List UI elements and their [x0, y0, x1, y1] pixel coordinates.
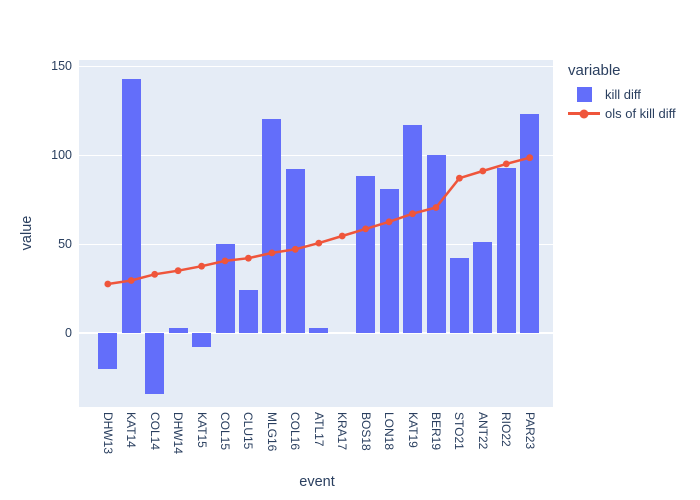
ols-marker-kra17[interactable]: [338, 232, 346, 240]
ols-marker-dhw14[interactable]: [174, 267, 182, 275]
y-axis-tick-label: 150: [51, 59, 72, 74]
x-axis-tick-label: BER19: [429, 412, 443, 451]
ols-trendline: [107, 156, 531, 286]
ols-line-layer: [104, 154, 534, 288]
y-axis-tick-label: 50: [58, 237, 72, 251]
bar-swatch-icon: [576, 87, 592, 102]
bar-col15[interactable]: [215, 244, 235, 333]
x-axis-tick-label: KAT14: [124, 412, 139, 448]
ols-marker-col14[interactable]: [151, 270, 159, 278]
ols-marker-col15[interactable]: [221, 257, 229, 265]
plot-area[interactable]: [79, 60, 553, 407]
legend-item-kill-diff[interactable]: kill diff: [566, 85, 676, 104]
ols-marker-col16[interactable]: [291, 245, 299, 253]
ols-marker-rio22[interactable]: [502, 160, 510, 168]
bar-mlg16[interactable]: [262, 119, 282, 333]
line-swatch-icon: [568, 109, 600, 118]
bar-ber19[interactable]: [426, 155, 446, 333]
legend-item-label: ols of kill diff: [605, 106, 676, 121]
line-marker-icon: [579, 109, 589, 118]
gridline: [79, 65, 553, 67]
y-axis-tick-label: 100: [51, 148, 72, 162]
bar-kat19[interactable]: [403, 124, 422, 333]
x-axis-tick-label: ANT22: [475, 412, 490, 450]
x-axis-tick-label: LON18: [382, 412, 397, 451]
y-axis-title: value: [19, 215, 35, 251]
bar-atl17[interactable]: [309, 327, 329, 333]
x-axis-tick-label: KRA17: [335, 412, 350, 451]
bar-col14[interactable]: [145, 333, 165, 394]
x-axis-tick-label: MLG16: [264, 412, 279, 452]
ols-marker-sto21[interactable]: [456, 174, 463, 182]
ols-marker-clu15[interactable]: [245, 254, 252, 262]
ols-marker-kat19[interactable]: [409, 210, 416, 218]
x-axis-tick-label: BOS18: [358, 412, 373, 451]
ols-marker-bos18[interactable]: [362, 225, 369, 233]
bar-rio22[interactable]: [496, 167, 516, 333]
bar-lon18[interactable]: [379, 188, 399, 333]
bar-dhw13[interactable]: [98, 333, 118, 369]
ols-marker-kat15[interactable]: [198, 262, 205, 270]
y-axis-tick-label: 0: [65, 326, 72, 340]
x-axis-tick-label: ATL17: [311, 412, 326, 447]
x-axis-tick-label: RIO22: [499, 412, 514, 447]
legend-item-ols-of-kill-diff[interactable]: ols of kill diff: [566, 104, 676, 123]
ols-marker-lon18[interactable]: [385, 218, 393, 226]
x-axis-tick-label: CLU15: [241, 412, 256, 450]
bar-sto21[interactable]: [449, 258, 469, 333]
gridline: [79, 154, 553, 156]
bar-dhw14[interactable]: [168, 327, 188, 333]
legend-title: variable: [568, 62, 621, 79]
ols-marker-par23[interactable]: [526, 154, 534, 162]
x-axis-tick-label: COL15: [218, 412, 232, 451]
x-axis-title: event: [299, 474, 335, 490]
legend: variable kill diff ols of kill diff: [566, 62, 676, 123]
ols-marker-kat14[interactable]: [127, 277, 135, 284]
bar-kat15[interactable]: [192, 333, 212, 348]
zero-gridline: [79, 332, 553, 334]
legend-swatch-zone: [566, 87, 602, 102]
legend-item-label: kill diff: [605, 87, 641, 102]
x-axis-tick-label: STO21: [452, 412, 467, 450]
x-axis-tick-label: DHW13: [100, 412, 115, 455]
legend-swatch-zone: [566, 109, 602, 118]
bar-par23[interactable]: [520, 114, 540, 333]
ols-marker-ber19[interactable]: [432, 204, 440, 211]
x-axis-tick-label: DHW14: [171, 412, 186, 455]
bar-ant22[interactable]: [473, 242, 493, 333]
x-axis-tick-label: KAT15: [194, 412, 209, 448]
ols-marker-dhw13[interactable]: [104, 280, 112, 288]
bar-clu15[interactable]: [238, 290, 258, 333]
x-axis-tick-label: COL14: [147, 412, 162, 451]
ols-marker-atl17[interactable]: [315, 239, 323, 247]
x-axis-tick-label: COL16: [288, 412, 303, 451]
ols-marker-mlg16[interactable]: [268, 249, 276, 257]
x-axis-tick-label: KAT19: [405, 412, 420, 448]
x-axis-tick-label: PAR23: [522, 412, 537, 450]
bar-bos18[interactable]: [356, 176, 376, 333]
bar-kat14[interactable]: [121, 78, 141, 333]
ols-marker-ant22[interactable]: [479, 167, 487, 175]
